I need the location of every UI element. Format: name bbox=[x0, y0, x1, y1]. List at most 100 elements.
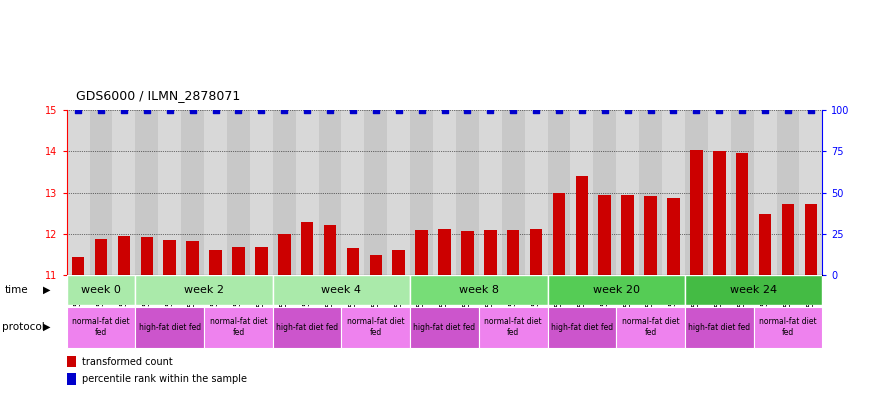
Bar bbox=[67, 275, 135, 305]
Text: normal-fat diet
fed: normal-fat diet fed bbox=[210, 318, 268, 337]
Bar bbox=[805, 204, 817, 275]
Bar bbox=[347, 248, 359, 275]
Bar bbox=[639, 110, 662, 275]
Bar bbox=[525, 110, 548, 275]
Bar bbox=[341, 110, 364, 275]
Point bbox=[758, 107, 773, 113]
Text: normal-fat diet
fed: normal-fat diet fed bbox=[347, 318, 404, 337]
Bar bbox=[135, 275, 273, 305]
Text: time: time bbox=[4, 285, 28, 295]
Point bbox=[300, 107, 314, 113]
Bar bbox=[548, 275, 685, 305]
Text: week 0: week 0 bbox=[81, 285, 121, 295]
Bar bbox=[759, 214, 772, 275]
Point bbox=[323, 107, 337, 113]
Bar bbox=[754, 307, 822, 347]
Bar bbox=[204, 110, 227, 275]
Bar bbox=[232, 247, 244, 275]
Point bbox=[461, 107, 475, 113]
Point bbox=[231, 107, 245, 113]
Bar bbox=[300, 222, 314, 275]
Point bbox=[804, 107, 818, 113]
Bar bbox=[776, 110, 799, 275]
Point bbox=[163, 107, 177, 113]
Bar bbox=[575, 176, 589, 275]
Text: week 24: week 24 bbox=[730, 285, 777, 295]
Bar bbox=[415, 230, 428, 275]
Text: week 20: week 20 bbox=[593, 285, 640, 295]
Text: protocol: protocol bbox=[2, 322, 44, 332]
Bar bbox=[255, 247, 268, 275]
Text: GDS6000 / ILMN_2878071: GDS6000 / ILMN_2878071 bbox=[76, 89, 240, 102]
Bar bbox=[736, 153, 749, 275]
Text: week 2: week 2 bbox=[184, 285, 224, 295]
Bar bbox=[158, 110, 181, 275]
Bar bbox=[754, 110, 776, 275]
Bar bbox=[667, 198, 680, 275]
Point bbox=[506, 107, 520, 113]
Bar bbox=[433, 110, 456, 275]
Point bbox=[94, 107, 108, 113]
Bar bbox=[616, 110, 639, 275]
Point bbox=[116, 107, 131, 113]
Bar bbox=[799, 110, 822, 275]
Bar bbox=[616, 307, 685, 347]
Bar bbox=[250, 110, 273, 275]
Bar bbox=[685, 307, 754, 347]
Point bbox=[781, 107, 795, 113]
Point bbox=[529, 107, 543, 113]
Bar bbox=[479, 110, 501, 275]
Bar bbox=[553, 193, 565, 275]
Bar bbox=[690, 151, 702, 275]
Bar bbox=[713, 151, 725, 275]
Text: high-fat diet fed: high-fat diet fed bbox=[413, 323, 476, 332]
Bar bbox=[645, 196, 657, 275]
Point bbox=[552, 107, 566, 113]
Bar bbox=[708, 110, 731, 275]
Bar bbox=[135, 110, 158, 275]
Point bbox=[140, 107, 154, 113]
Point bbox=[644, 107, 658, 113]
Bar bbox=[209, 250, 222, 275]
Point bbox=[208, 107, 222, 113]
Bar bbox=[273, 275, 410, 305]
Bar bbox=[598, 195, 611, 275]
Bar bbox=[479, 307, 548, 347]
Bar bbox=[456, 110, 479, 275]
Bar bbox=[731, 110, 754, 275]
Bar bbox=[388, 110, 410, 275]
Bar bbox=[278, 234, 291, 275]
Bar bbox=[501, 110, 525, 275]
Point bbox=[414, 107, 428, 113]
Bar bbox=[593, 110, 616, 275]
Point bbox=[597, 107, 612, 113]
Point bbox=[667, 107, 681, 113]
Bar bbox=[392, 250, 405, 275]
Point bbox=[712, 107, 726, 113]
Bar bbox=[341, 307, 410, 347]
Bar bbox=[484, 230, 497, 275]
Point bbox=[484, 107, 498, 113]
Bar bbox=[164, 240, 176, 275]
Text: ▶: ▶ bbox=[43, 322, 50, 332]
Bar bbox=[113, 110, 135, 275]
Bar bbox=[90, 110, 113, 275]
Text: week 4: week 4 bbox=[322, 285, 362, 295]
Bar bbox=[273, 307, 341, 347]
Text: normal-fat diet
fed: normal-fat diet fed bbox=[759, 318, 817, 337]
Bar bbox=[140, 237, 153, 275]
Point bbox=[71, 107, 85, 113]
Bar bbox=[318, 110, 341, 275]
Point bbox=[346, 107, 360, 113]
Point bbox=[369, 107, 383, 113]
Bar bbox=[95, 239, 108, 275]
Point bbox=[437, 107, 452, 113]
Point bbox=[391, 107, 405, 113]
Point bbox=[575, 107, 589, 113]
Bar bbox=[67, 356, 76, 367]
Bar bbox=[571, 110, 593, 275]
Bar bbox=[685, 275, 822, 305]
Bar bbox=[548, 110, 571, 275]
Point bbox=[186, 107, 200, 113]
Text: high-fat diet fed: high-fat diet fed bbox=[139, 323, 201, 332]
